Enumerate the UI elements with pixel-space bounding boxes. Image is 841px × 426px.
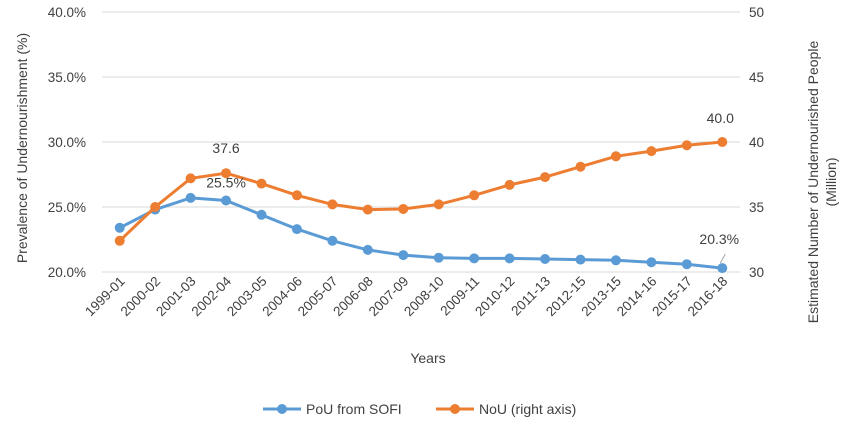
data-point-1	[327, 199, 338, 210]
data-point-1	[114, 235, 125, 246]
y2-tick-label: 30	[749, 265, 764, 280]
data-point-1	[291, 190, 302, 201]
data-point-0	[469, 253, 480, 264]
data-point-0	[433, 252, 444, 263]
y-tick-label: 20.0%	[48, 265, 86, 280]
y2-axis-title-line1: Estimated Number of Undernourished Peopl…	[805, 41, 821, 324]
data-label: 20.3%	[699, 231, 739, 247]
data-point-1	[646, 146, 657, 157]
data-labels: 37.6 40.0 25.5% 20.3%	[206, 110, 739, 264]
x-tick-label: 2016-18	[685, 274, 731, 320]
data-point-1	[185, 173, 196, 184]
data-point-1	[221, 168, 232, 179]
gridlines	[102, 11, 740, 273]
legend-label-nou: NoU (right axis)	[479, 401, 576, 417]
data-point-1	[681, 140, 692, 151]
data-point-1	[540, 172, 551, 183]
y2-axis-title-line2: (Million)	[823, 158, 839, 207]
data-label: 40.0	[707, 110, 734, 126]
y-tick-label: 40.0%	[48, 5, 86, 20]
legend-marker-pou	[277, 404, 287, 414]
right-axis-ticks: 30 35 40 45 50	[749, 5, 764, 280]
y2-tick-label: 40	[749, 135, 764, 150]
x-axis-title: Years	[410, 350, 445, 366]
label-leader-line	[719, 253, 726, 264]
data-point-0	[291, 224, 302, 235]
data-point-0	[398, 250, 409, 261]
data-point-1	[150, 202, 161, 212]
data-point-0	[327, 235, 338, 246]
data-point-0	[362, 244, 373, 255]
y-axis-title: Prevalence of Undernourishment (%)	[14, 33, 30, 263]
data-point-0	[717, 263, 728, 274]
data-point-1	[433, 199, 444, 210]
y-tick-label: 25.0%	[48, 200, 86, 215]
y2-tick-label: 35	[749, 200, 764, 215]
x-tick-label: 2010-12	[472, 274, 518, 320]
data-point-0	[114, 222, 125, 233]
data-point-0	[221, 195, 232, 206]
data-point-0	[185, 192, 196, 203]
legend-item-nou: NoU (right axis)	[436, 401, 576, 417]
y-tick-label: 35.0%	[48, 70, 86, 85]
data-point-1	[717, 137, 728, 147]
legend-item-pou: PoU from SOFI	[263, 401, 402, 417]
y2-tick-label: 45	[749, 70, 764, 85]
data-point-1	[504, 179, 515, 190]
data-point-0	[256, 209, 267, 220]
data-point-1	[469, 190, 480, 201]
series-line-1	[118, 140, 723, 242]
data-point-0	[575, 254, 586, 265]
data-point-1	[398, 203, 409, 214]
data-point-0	[646, 257, 657, 268]
x-tick-label: 2008-10	[401, 274, 447, 320]
data-point-0	[610, 255, 621, 266]
data-point-0	[540, 254, 551, 264]
data-label: 37.6	[212, 140, 239, 156]
legend-label-pou: PoU from SOFI	[306, 401, 402, 417]
y-tick-label: 30.0%	[48, 135, 86, 150]
x-axis-ticks: 1999-012000-022001-032002-042003-052004-…	[82, 273, 730, 319]
legend-marker-nou	[450, 404, 460, 414]
series-line-0	[119, 196, 723, 270]
series-layer	[114, 137, 728, 274]
y2-tick-label: 50	[749, 5, 764, 20]
data-label: 25.5%	[206, 175, 246, 191]
left-axis-ticks: 20.0% 25.0% 30.0% 35.0% 40.0%	[48, 5, 86, 280]
data-point-1	[256, 178, 267, 189]
data-point-0	[681, 259, 692, 270]
data-point-0	[504, 253, 515, 264]
data-point-1	[610, 151, 621, 162]
data-point-1	[362, 204, 373, 215]
data-point-1	[575, 161, 586, 172]
legend: PoU from SOFI NoU (right axis)	[263, 401, 576, 417]
